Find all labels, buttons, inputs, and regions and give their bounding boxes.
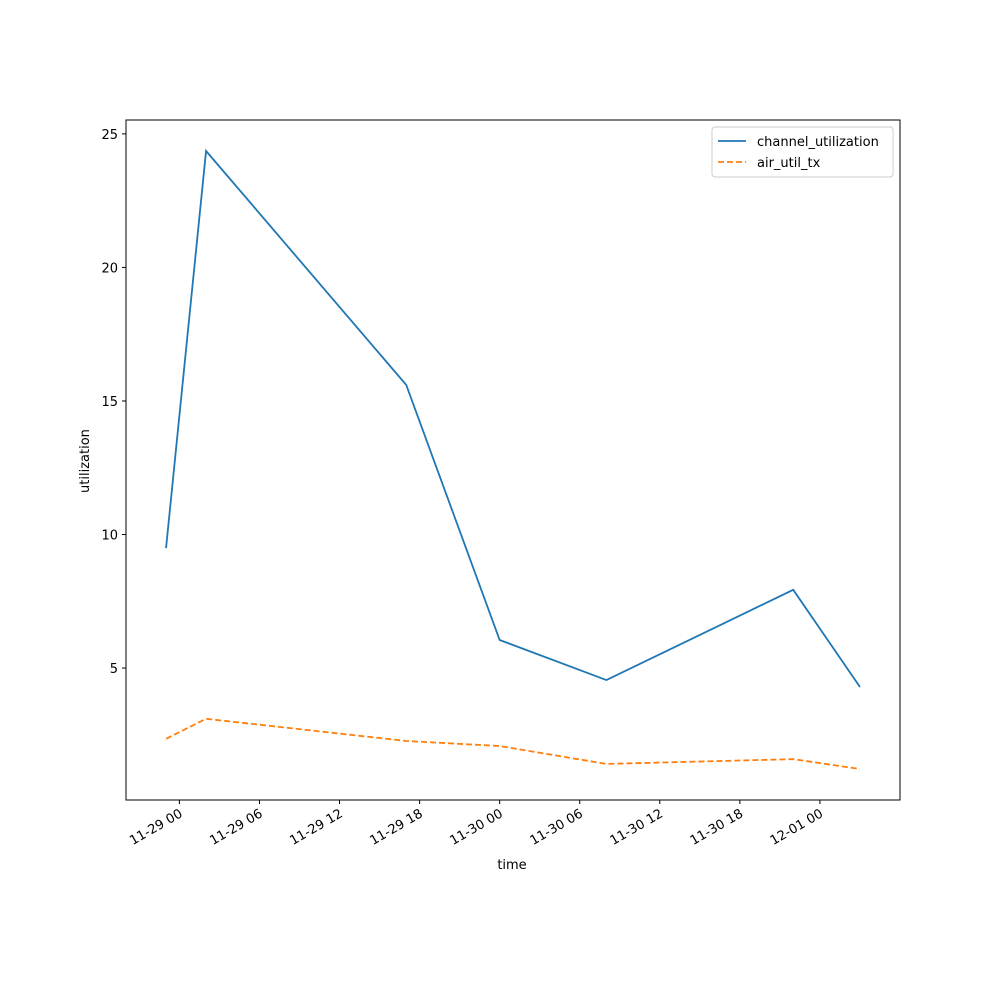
x-tick-label: 11-30 00 — [448, 806, 506, 848]
series-line — [165, 148, 861, 688]
x-axis-label: time — [497, 858, 526, 873]
y-tick-label: 15 — [101, 395, 118, 410]
x-tick-label: 12-01 00 — [768, 806, 826, 848]
y-tick-label: 10 — [101, 529, 118, 544]
x-tick-label: 11-29 06 — [207, 806, 265, 848]
y-tick-label: 20 — [101, 261, 118, 276]
x-tick-label: 11-30 18 — [688, 806, 746, 848]
x-tick-label: 11-29 18 — [367, 806, 425, 848]
series-line — [165, 717, 861, 770]
y-tick-label: 5 — [110, 662, 118, 677]
x-tick-label: 11-29 00 — [127, 806, 185, 848]
y-tick-label: 25 — [101, 128, 118, 143]
x-tick-label: 11-30 06 — [528, 806, 586, 848]
plot-frame — [125, 119, 901, 801]
legend-label: air_util_tx — [757, 156, 821, 171]
x-tick-label: 11-30 12 — [608, 806, 666, 848]
y-axis-label: utilization — [78, 429, 93, 493]
x-tick-label: 11-29 12 — [287, 806, 345, 848]
legend-box — [711, 126, 894, 178]
legend-label: channel_utilization — [757, 135, 879, 150]
